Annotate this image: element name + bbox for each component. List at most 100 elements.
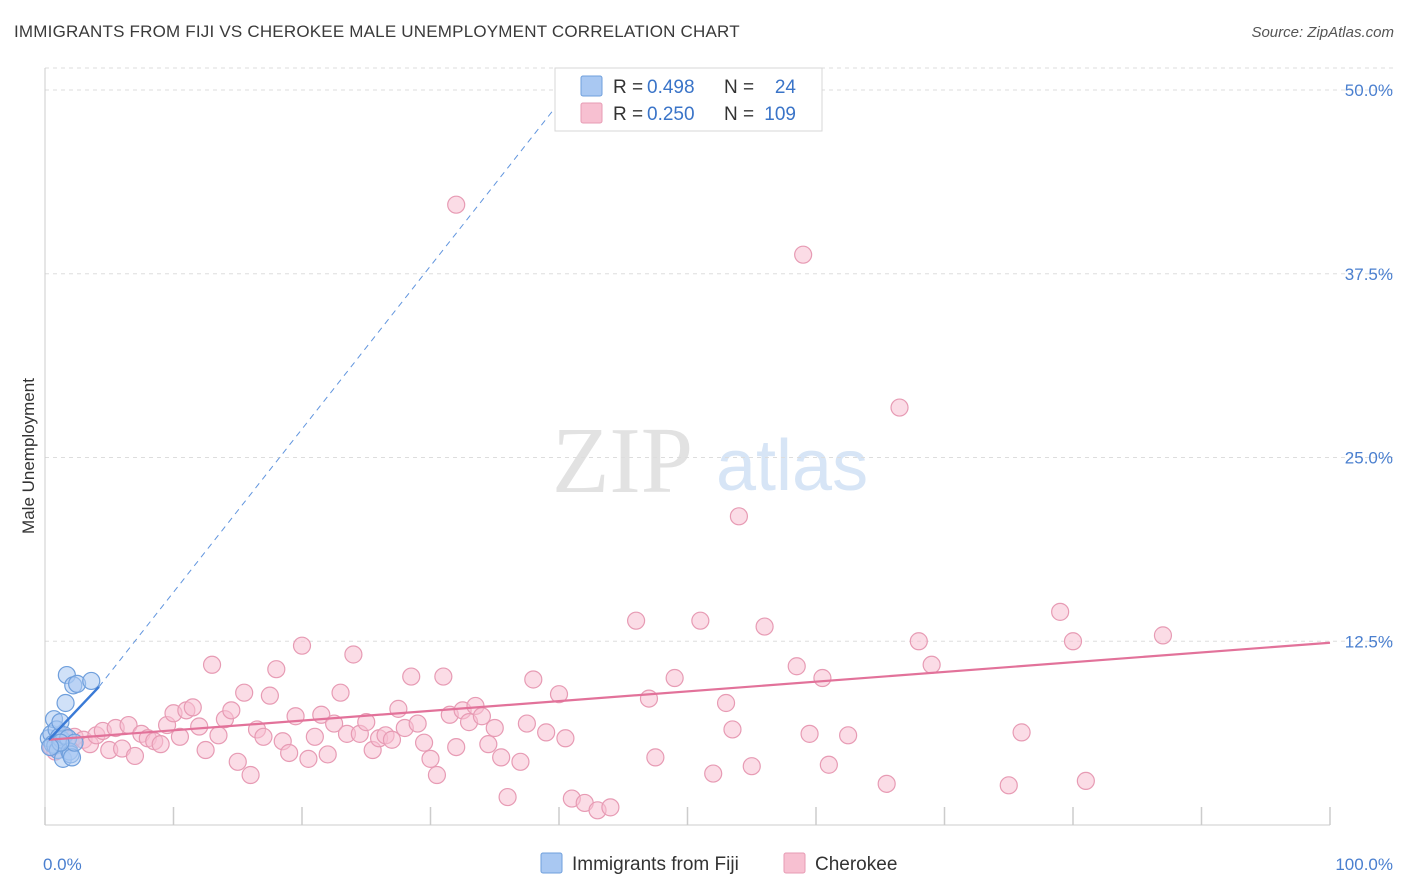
cherokee-point — [665, 668, 684, 688]
cherokee-point — [485, 718, 504, 738]
cherokee-point — [639, 689, 659, 708]
bottom-legend-swatch-fiji — [540, 852, 563, 874]
cherokee-point — [447, 195, 466, 214]
cherokee-point — [517, 714, 536, 733]
cherokee-point — [1063, 632, 1083, 651]
fiji-point — [62, 748, 82, 767]
cherokee-point — [479, 735, 498, 754]
fiji-points — [39, 665, 101, 768]
cherokee-point — [691, 611, 710, 630]
gridlines — [45, 67, 1393, 642]
cherokee-point — [742, 757, 761, 776]
cherokee-point — [382, 730, 402, 749]
cherokee-point — [511, 752, 530, 771]
cherokee-point — [755, 617, 774, 636]
fiji-trend-line-extended — [98, 92, 568, 688]
cherokee-point — [498, 787, 517, 807]
cherokee-point — [267, 660, 286, 679]
cherokee-point — [877, 774, 896, 793]
fiji-point — [56, 693, 75, 713]
cherokee-point — [190, 717, 209, 736]
legend-r-label-cherokee: R = — [613, 104, 643, 125]
legend-n-label-cherokee: N = — [724, 104, 754, 125]
cherokee-point — [787, 657, 806, 676]
cherokee-trend-line — [48, 641, 1331, 741]
legend-r-label-fiji: R = — [613, 77, 643, 98]
watermark-zip: ZIP — [552, 409, 693, 513]
fiji-point — [41, 737, 60, 757]
cherokee-point — [414, 733, 434, 752]
cherokee-point — [1051, 602, 1070, 621]
cherokee-point — [549, 685, 569, 704]
cherokee-point — [537, 723, 556, 742]
bottom-legend: Immigrants from Fiji Cherokee — [540, 852, 897, 875]
y-axis-label: Male Unemployment — [19, 378, 38, 534]
cherokee-point — [408, 714, 427, 733]
cherokee-point — [890, 398, 909, 417]
cherokee-point — [344, 645, 363, 664]
cherokee-point — [305, 727, 324, 746]
legend-n-label-fiji: N = — [724, 77, 754, 98]
cherokee-point — [402, 667, 421, 686]
cherokee-point — [922, 655, 941, 674]
cherokee-point — [260, 686, 279, 705]
chart-title: IMMIGRANTS FROM FIJI VS CHEROKEE MALE UN… — [14, 22, 740, 41]
legend-r-value-fiji: 0.498 — [647, 77, 695, 98]
cherokee-point — [524, 670, 543, 689]
cherokee-point — [209, 726, 228, 745]
source-label: Source: ZipAtlas.com — [1251, 24, 1394, 41]
cherokee-point — [999, 776, 1018, 795]
cherokee-point — [839, 726, 858, 745]
cherokee-point — [151, 735, 170, 754]
cherokee-point — [125, 746, 145, 766]
cherokee-point — [280, 743, 299, 763]
cherokee-point — [800, 724, 819, 743]
cherokee-point — [357, 713, 376, 732]
cherokee-point — [421, 749, 440, 768]
legend-swatch-fiji — [580, 75, 603, 97]
cherokee-point — [729, 507, 749, 526]
cherokee-point — [723, 720, 742, 739]
cherokee-point — [794, 245, 813, 264]
cherokee-point — [819, 755, 838, 774]
cherokee-point — [1153, 626, 1173, 645]
cherokee-point — [813, 668, 832, 688]
cherokee-point — [646, 748, 665, 767]
cherokee-point — [626, 611, 646, 630]
cherokee-point — [434, 667, 453, 686]
cherokee-point — [318, 745, 337, 764]
bottom-legend-label-cherokee: Cherokee — [815, 854, 897, 875]
y-tick-label: 12.5% — [1345, 632, 1393, 651]
legend-r-value-cherokee: 0.250 — [647, 104, 695, 125]
y-tick-label: 37.5% — [1345, 265, 1393, 284]
cherokee-point — [909, 632, 928, 651]
legend-n-value-fiji: 24 — [775, 77, 797, 98]
cherokee-point — [202, 655, 222, 674]
cherokee-point — [196, 740, 215, 760]
y-tick-labels: 12.5% 25.0% 37.5% 50.0% — [1345, 81, 1393, 651]
cherokee-point — [292, 636, 312, 655]
cherokee-point — [331, 683, 350, 702]
cherokee-point — [716, 693, 736, 713]
cherokee-point — [704, 764, 723, 783]
cherokee-point — [235, 683, 254, 702]
cherokee-point — [299, 749, 318, 768]
cherokee-point — [1076, 771, 1095, 791]
x-tick-label-min: 0.0% — [43, 855, 82, 874]
cherokee-point — [492, 748, 511, 767]
cherokee-point — [228, 752, 247, 771]
bottom-legend-label-fiji: Immigrants from Fiji — [572, 854, 739, 875]
legend-n-value-cherokee: 109 — [764, 104, 796, 125]
legend: R = 0.498 N = 24 R = 0.250 N = 109 — [554, 67, 823, 132]
cherokee-point — [254, 727, 273, 746]
cherokee-point — [1012, 723, 1031, 742]
watermark-atlas: atlas — [716, 426, 868, 506]
axes — [44, 68, 1331, 826]
legend-swatch-cherokee — [580, 102, 603, 124]
y-tick-label: 25.0% — [1345, 449, 1393, 468]
cherokee-point — [222, 701, 241, 720]
cherokee-point — [241, 765, 260, 785]
x-tick-label-max: 100.0% — [1335, 855, 1393, 874]
cherokee-point — [183, 698, 202, 717]
